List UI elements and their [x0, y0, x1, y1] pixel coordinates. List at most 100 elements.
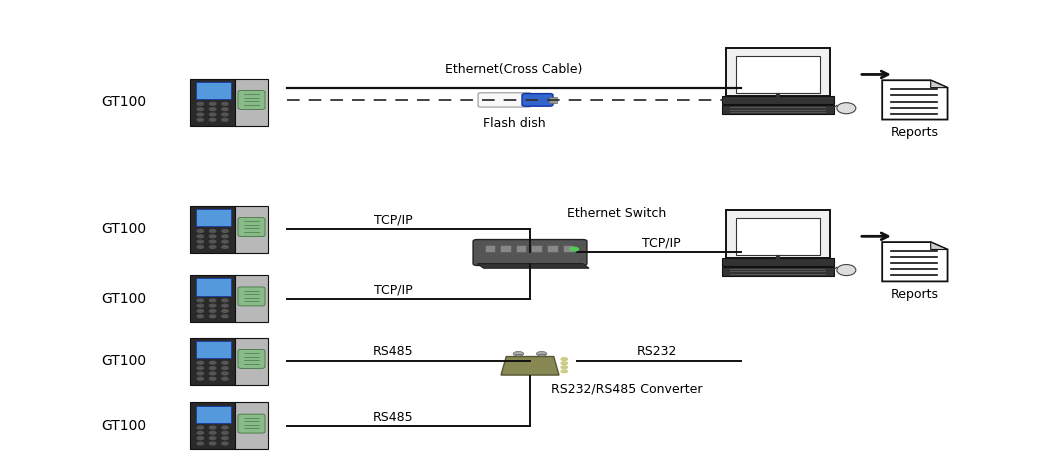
Circle shape: [222, 377, 228, 380]
Circle shape: [561, 358, 567, 360]
FancyBboxPatch shape: [238, 414, 265, 433]
Circle shape: [197, 442, 204, 445]
Circle shape: [197, 230, 204, 233]
FancyBboxPatch shape: [191, 275, 236, 322]
FancyBboxPatch shape: [722, 257, 833, 266]
Text: RS485: RS485: [373, 411, 413, 424]
Circle shape: [197, 310, 204, 312]
Circle shape: [197, 118, 204, 121]
Circle shape: [210, 361, 216, 364]
FancyBboxPatch shape: [722, 105, 833, 114]
Circle shape: [197, 235, 204, 238]
Circle shape: [210, 108, 216, 110]
Circle shape: [210, 372, 216, 375]
FancyBboxPatch shape: [234, 79, 268, 126]
FancyBboxPatch shape: [238, 218, 265, 236]
Circle shape: [210, 315, 216, 318]
FancyBboxPatch shape: [191, 402, 236, 449]
FancyBboxPatch shape: [196, 82, 231, 99]
Circle shape: [210, 102, 216, 105]
Circle shape: [222, 240, 228, 243]
Circle shape: [210, 442, 216, 445]
FancyBboxPatch shape: [478, 93, 531, 107]
Text: Reports: Reports: [890, 288, 939, 300]
FancyBboxPatch shape: [736, 56, 820, 93]
Circle shape: [222, 310, 228, 312]
Polygon shape: [477, 263, 589, 268]
FancyBboxPatch shape: [196, 278, 231, 295]
Text: TCP/IP: TCP/IP: [373, 213, 412, 227]
Circle shape: [222, 113, 228, 116]
Circle shape: [561, 370, 567, 373]
Circle shape: [197, 246, 204, 249]
Circle shape: [222, 118, 228, 121]
Circle shape: [197, 431, 204, 434]
Circle shape: [210, 299, 216, 302]
FancyBboxPatch shape: [196, 406, 231, 423]
Circle shape: [197, 361, 204, 364]
Circle shape: [197, 240, 204, 243]
FancyBboxPatch shape: [191, 206, 236, 253]
Circle shape: [197, 437, 204, 439]
Text: RS232: RS232: [636, 345, 676, 358]
FancyBboxPatch shape: [191, 79, 236, 126]
Text: Flash dish: Flash dish: [483, 117, 546, 130]
Circle shape: [513, 351, 524, 356]
Circle shape: [222, 361, 228, 364]
Circle shape: [210, 431, 216, 434]
Circle shape: [197, 377, 204, 380]
FancyBboxPatch shape: [549, 96, 558, 103]
Circle shape: [561, 362, 567, 365]
Circle shape: [197, 108, 204, 110]
Polygon shape: [931, 242, 948, 249]
Text: RS485: RS485: [373, 345, 413, 358]
FancyBboxPatch shape: [726, 210, 830, 258]
Circle shape: [197, 299, 204, 302]
FancyBboxPatch shape: [736, 218, 820, 255]
Circle shape: [210, 437, 216, 439]
Circle shape: [222, 299, 228, 302]
FancyBboxPatch shape: [234, 337, 268, 385]
Circle shape: [210, 367, 216, 370]
Circle shape: [197, 315, 204, 318]
FancyBboxPatch shape: [196, 209, 231, 226]
FancyBboxPatch shape: [722, 96, 833, 104]
Text: GT100: GT100: [102, 354, 146, 368]
FancyBboxPatch shape: [473, 240, 587, 265]
Text: GT100: GT100: [102, 95, 146, 109]
Circle shape: [197, 426, 204, 429]
Ellipse shape: [836, 102, 855, 114]
FancyBboxPatch shape: [191, 337, 236, 385]
Circle shape: [210, 426, 216, 429]
Circle shape: [222, 442, 228, 445]
Circle shape: [222, 315, 228, 318]
Circle shape: [197, 102, 204, 105]
Circle shape: [222, 230, 228, 233]
Text: RS232/RS485 Converter: RS232/RS485 Converter: [551, 382, 703, 395]
Text: TCP/IP: TCP/IP: [373, 284, 412, 297]
Text: GT100: GT100: [102, 419, 146, 433]
Circle shape: [210, 118, 216, 121]
Circle shape: [222, 304, 228, 307]
Polygon shape: [882, 242, 948, 281]
Text: GT100: GT100: [102, 292, 146, 306]
Circle shape: [197, 304, 204, 307]
FancyBboxPatch shape: [500, 245, 511, 252]
Circle shape: [222, 426, 228, 429]
Circle shape: [210, 113, 216, 116]
FancyBboxPatch shape: [563, 245, 573, 252]
FancyBboxPatch shape: [516, 245, 527, 252]
Circle shape: [536, 351, 547, 356]
Circle shape: [210, 310, 216, 312]
Polygon shape: [882, 80, 948, 119]
Circle shape: [210, 304, 216, 307]
Circle shape: [222, 235, 228, 238]
Circle shape: [197, 367, 204, 370]
FancyBboxPatch shape: [238, 350, 265, 368]
Circle shape: [222, 102, 228, 105]
FancyBboxPatch shape: [196, 341, 231, 358]
Polygon shape: [501, 357, 559, 375]
FancyBboxPatch shape: [234, 275, 268, 322]
FancyBboxPatch shape: [547, 245, 558, 252]
Circle shape: [197, 372, 204, 375]
